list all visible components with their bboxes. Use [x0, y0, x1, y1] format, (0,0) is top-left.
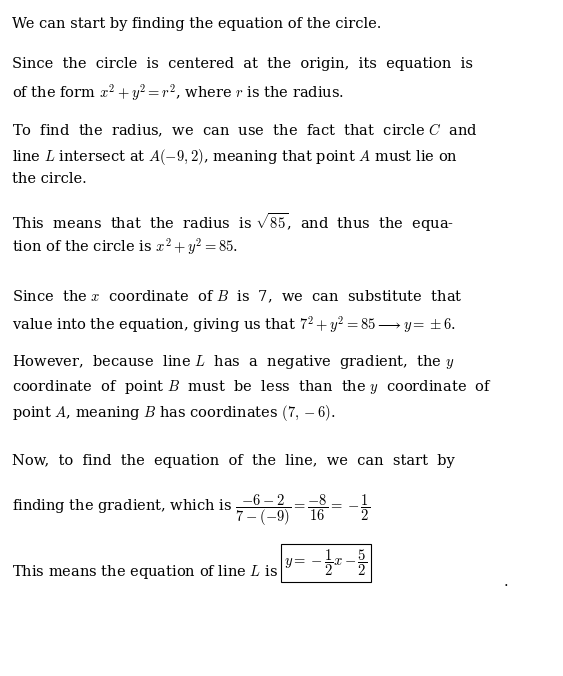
Text: coordinate  of  point $B$  must  be  less  than  the $y$  coordinate  of: coordinate of point $B$ must be less tha… [12, 378, 493, 396]
Text: This  means  that  the  radius  is $\sqrt{85}$,  and  thus  the  equa-: This means that the radius is $\sqrt{85}… [12, 211, 454, 234]
Text: This means the equation of line $L$ is: This means the equation of line $L$ is [12, 563, 279, 581]
Text: We can start by finding the equation of the circle.: We can start by finding the equation of … [12, 17, 382, 31]
Text: finding the gradient, which is $\dfrac{-6-2}{7-(-9)} = \dfrac{-8}{16} = -\dfrac{: finding the gradient, which is $\dfrac{-… [12, 492, 370, 528]
Text: Since  the $x$  coordinate  of $B$  is  7,  we  can  substitute  that: Since the $x$ coordinate of $B$ is 7, we… [12, 289, 463, 305]
Text: $y = -\dfrac{1}{2}x - \dfrac{5}{2}$: $y = -\dfrac{1}{2}x - \dfrac{5}{2}$ [284, 548, 368, 579]
Text: To  find  the  radius,  we  can  use  the  fact  that  circle $C$  and: To find the radius, we can use the fact … [12, 122, 478, 139]
Text: However,  because  line $L$  has  a  negative  gradient,  the $y$: However, because line $L$ has a negative… [12, 353, 455, 371]
Text: .: . [504, 575, 508, 589]
Text: line $L$ intersect at $A(-9, 2)$, meaning that point $A$ must lie on: line $L$ intersect at $A(-9, 2)$, meanin… [12, 147, 458, 167]
Text: tion of the circle is $x^2 + y^2 = 85$.: tion of the circle is $x^2 + y^2 = 85$. [12, 236, 239, 257]
Text: the circle.: the circle. [12, 172, 87, 186]
Text: Since  the  circle  is  centered  at  the  origin,  its  equation  is: Since the circle is centered at the orig… [12, 57, 473, 72]
Text: point $A$, meaning $B$ has coordinates $(7, -6)$.: point $A$, meaning $B$ has coordinates $… [12, 403, 336, 423]
Text: of the form $x^2 + y^2 = r^2$, where $r$ is the radius.: of the form $x^2 + y^2 = r^2$, where $r$… [12, 82, 345, 103]
Text: value into the equation, giving us that $7^2 + y^2 = 85 \longrightarrow y = \pm6: value into the equation, giving us that … [12, 314, 456, 335]
Text: Now,  to  find  the  equation  of  the  line,  we  can  start  by: Now, to find the equation of the line, w… [12, 454, 455, 468]
